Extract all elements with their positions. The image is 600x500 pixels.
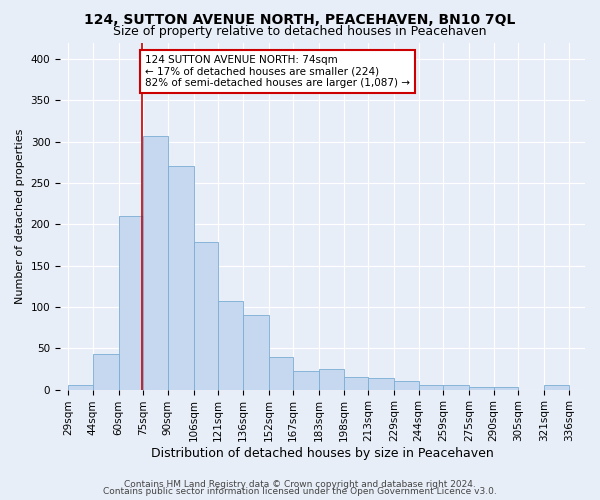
Bar	[194, 242, 218, 390]
Bar	[68, 386, 92, 390]
Bar	[319, 369, 344, 390]
Bar	[119, 216, 143, 390]
Bar	[143, 136, 167, 390]
X-axis label: Distribution of detached houses by size in Peacehaven: Distribution of detached houses by size …	[151, 447, 494, 460]
Text: 124 SUTTON AVENUE NORTH: 74sqm
← 17% of detached houses are smaller (224)
82% of: 124 SUTTON AVENUE NORTH: 74sqm ← 17% of …	[145, 55, 410, 88]
Bar	[168, 166, 194, 390]
Bar	[368, 378, 394, 390]
Text: Size of property relative to detached houses in Peacehaven: Size of property relative to detached ho…	[113, 25, 487, 38]
Text: 124, SUTTON AVENUE NORTH, PEACEHAVEN, BN10 7QL: 124, SUTTON AVENUE NORTH, PEACEHAVEN, BN…	[85, 12, 515, 26]
Text: Contains HM Land Registry data © Crown copyright and database right 2024.: Contains HM Land Registry data © Crown c…	[124, 480, 476, 489]
Bar	[218, 301, 242, 390]
Bar	[344, 377, 368, 390]
Text: Contains public sector information licensed under the Open Government Licence v3: Contains public sector information licen…	[103, 488, 497, 496]
Bar	[93, 354, 119, 390]
Bar	[443, 384, 469, 390]
Bar	[243, 315, 269, 390]
Y-axis label: Number of detached properties: Number of detached properties	[15, 128, 25, 304]
Bar	[394, 380, 419, 390]
Bar	[269, 358, 293, 390]
Bar	[494, 387, 518, 390]
Bar	[469, 387, 494, 390]
Bar	[419, 384, 443, 390]
Bar	[544, 386, 569, 390]
Bar	[293, 372, 319, 390]
